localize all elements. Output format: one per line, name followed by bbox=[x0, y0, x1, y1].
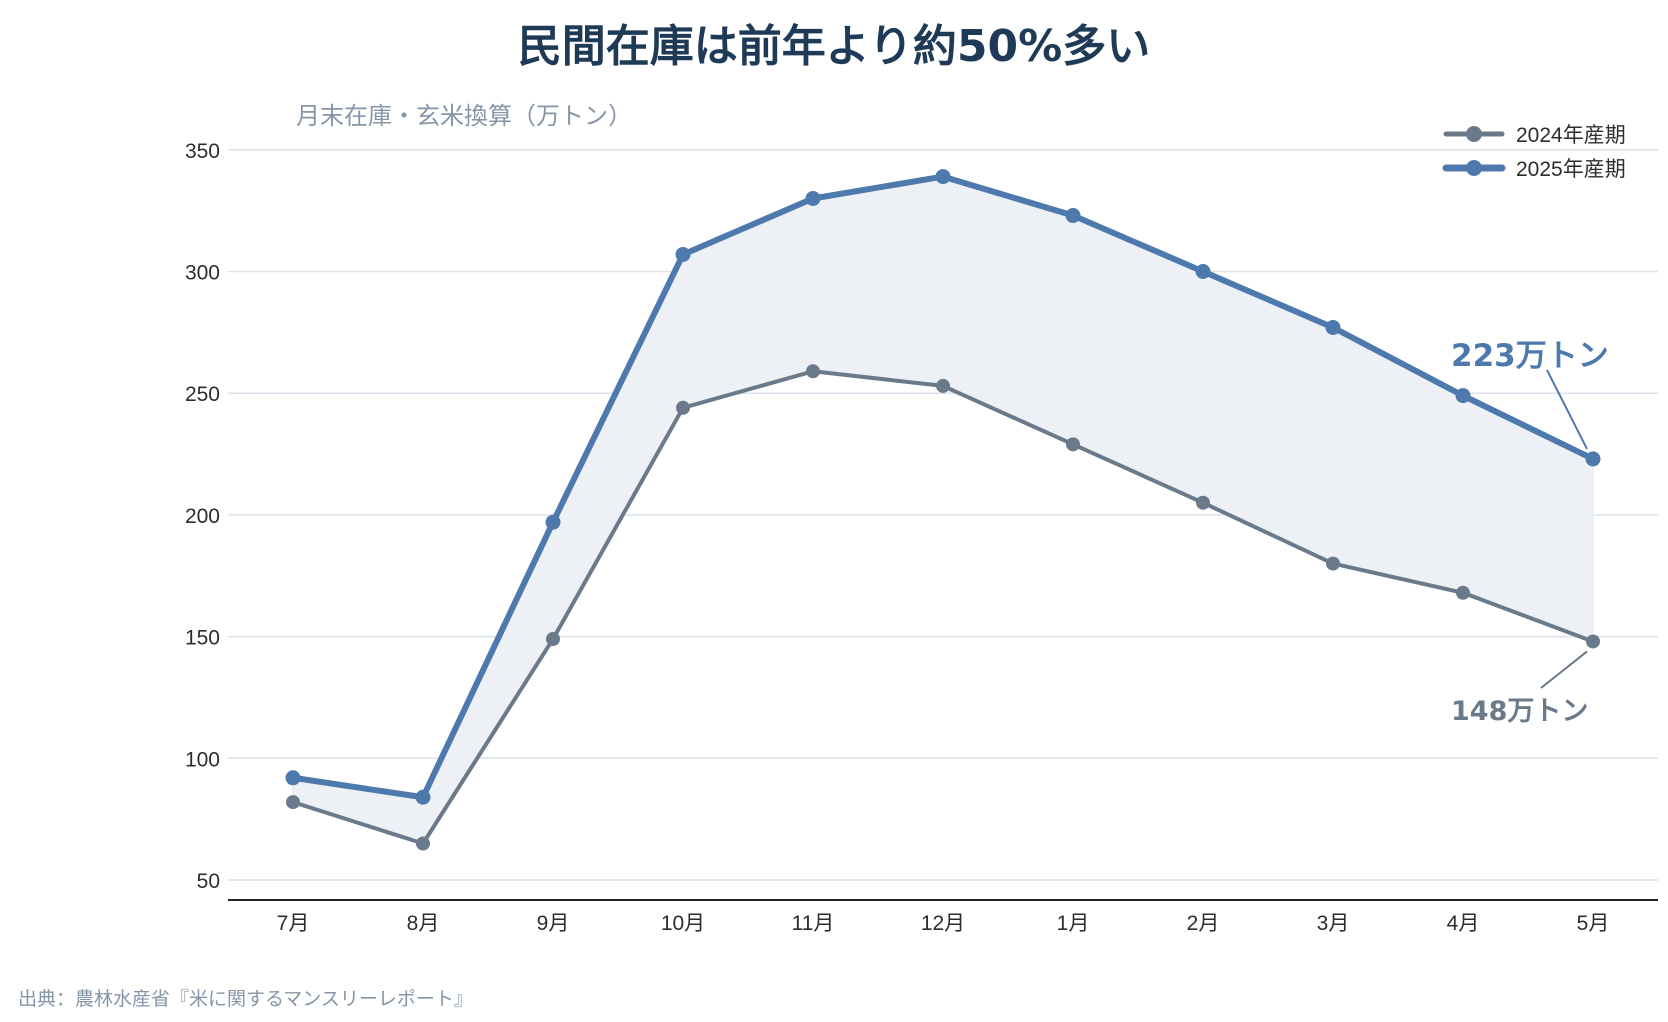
y-tick-label: 200 bbox=[185, 505, 220, 528]
x-tick-label: 12月 bbox=[921, 912, 965, 935]
chart-title: 民間在庫は前年より約50%多い bbox=[517, 21, 1151, 72]
y-tick-label: 250 bbox=[185, 383, 220, 406]
data-point bbox=[545, 514, 561, 530]
data-point bbox=[1326, 556, 1340, 571]
x-tick-label: 3月 bbox=[1317, 912, 1350, 935]
x-tick-label: 5月 bbox=[1577, 912, 1610, 935]
data-point bbox=[1586, 634, 1600, 649]
data-point bbox=[1196, 495, 1210, 510]
data-point bbox=[546, 632, 560, 647]
x-tick-label: 7月 bbox=[277, 912, 310, 935]
source-note: 出典：農林水産省『米に関するマンスリーレポート』 bbox=[18, 988, 473, 1010]
data-point bbox=[285, 770, 301, 786]
axes: 50 100 150 200 250 300 350 7月 8月 9月 10月 11月 12月 1月 2月 3… bbox=[185, 140, 1658, 935]
annotation-label: 148万トン bbox=[1451, 696, 1588, 727]
data-point bbox=[805, 190, 821, 206]
data-point bbox=[286, 795, 300, 810]
y-tick-label: 150 bbox=[185, 627, 220, 650]
data-point bbox=[416, 836, 430, 851]
legend: 2024年産期 2025年産期 bbox=[1442, 124, 1626, 181]
legend-label: 2025年産期 bbox=[1516, 158, 1626, 181]
data-point bbox=[676, 400, 690, 415]
data-point bbox=[1455, 388, 1471, 404]
data-point bbox=[1325, 319, 1341, 335]
x-tick-label: 9月 bbox=[537, 912, 570, 935]
x-tick-label: 11月 bbox=[792, 912, 835, 935]
data-point bbox=[1065, 208, 1081, 224]
data-point bbox=[806, 364, 820, 379]
y-tick-label: 350 bbox=[185, 140, 220, 163]
data-point bbox=[936, 378, 950, 393]
annotations: 223万トン 148万トン bbox=[1451, 338, 1609, 727]
series-lines bbox=[285, 169, 1601, 851]
annotation-label: 223万トン bbox=[1451, 338, 1609, 374]
data-point bbox=[1585, 451, 1601, 467]
annotation-leader bbox=[1540, 650, 1588, 689]
y-tick-label: 300 bbox=[185, 262, 220, 285]
legend-label: 2024年産期 bbox=[1516, 124, 1626, 147]
x-tick-label: 2月 bbox=[1187, 912, 1220, 935]
y-tick-label: 50 bbox=[197, 870, 220, 893]
data-point bbox=[935, 169, 951, 185]
x-tick-label: 1月 bbox=[1057, 912, 1090, 935]
x-tick-label: 10月 bbox=[661, 912, 705, 935]
y-axis-label: 月末在庫・玄米換算（万トン） bbox=[296, 102, 632, 130]
data-point bbox=[1456, 585, 1470, 600]
annotation-leader bbox=[1546, 369, 1588, 450]
data-point bbox=[675, 246, 691, 262]
y-tick-label: 100 bbox=[185, 748, 220, 771]
legend-marker bbox=[1466, 126, 1482, 142]
x-tick-label: 4月 bbox=[1447, 912, 1480, 935]
data-point bbox=[1195, 264, 1211, 279]
data-point bbox=[415, 789, 431, 805]
data-point bbox=[1066, 437, 1080, 452]
legend-marker bbox=[1466, 160, 1482, 176]
x-tick-label: 8月 bbox=[407, 912, 440, 935]
